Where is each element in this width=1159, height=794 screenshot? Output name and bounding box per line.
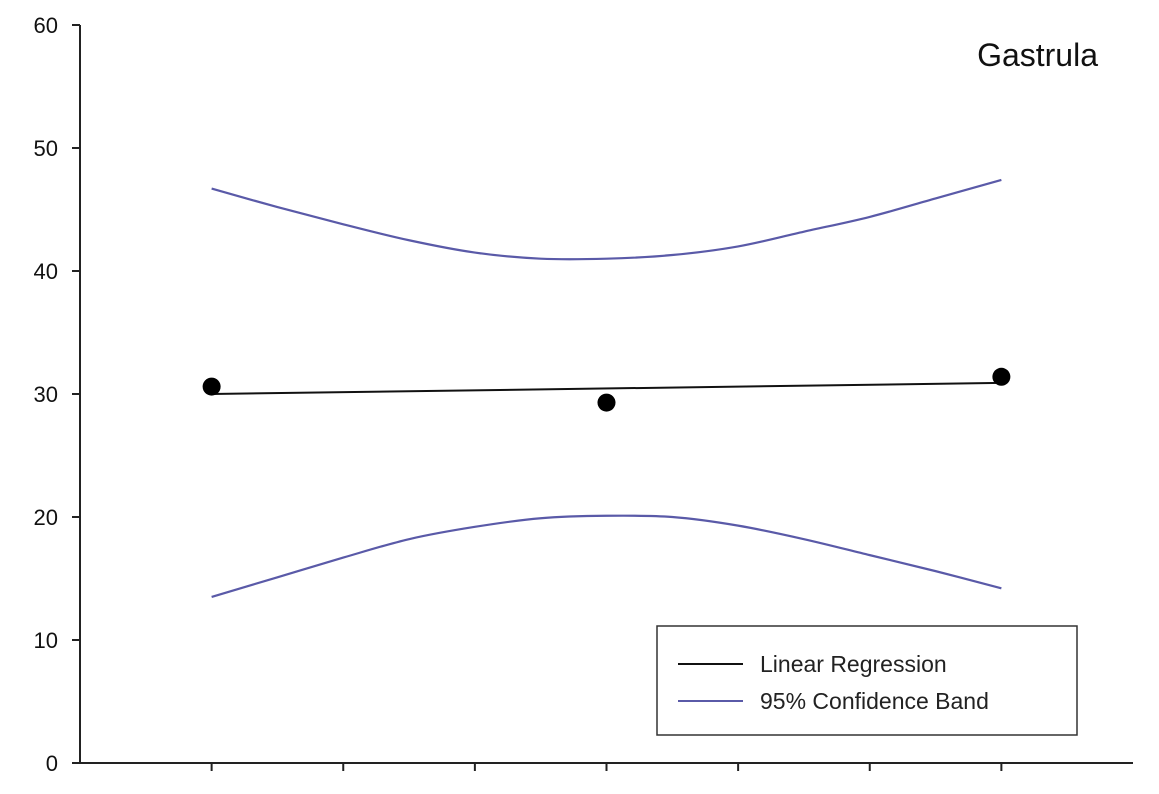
y-tick-label-0: 0 xyxy=(46,751,58,776)
y-tick-label-40: 40 xyxy=(34,259,58,284)
legend: Linear Regression 95% Confidence Band xyxy=(656,625,1078,736)
x-ticks xyxy=(210,763,1003,771)
regression-line-group xyxy=(211,381,1002,395)
y-ticks: 0 10 20 30 40 50 60 xyxy=(34,13,80,776)
confidence-bands xyxy=(211,178,1002,599)
data-point-2 xyxy=(597,393,616,412)
y-tick-label-20: 20 xyxy=(34,505,58,530)
data-point-3 xyxy=(992,367,1011,386)
legend-box xyxy=(656,625,1078,736)
legend-label-regression: Linear Regression xyxy=(760,651,947,677)
y-tick-label-50: 50 xyxy=(34,136,58,161)
legend-label-confidence: 95% Confidence Band xyxy=(760,688,989,714)
data-points xyxy=(202,367,1011,412)
y-tick-label-10: 10 xyxy=(34,628,58,653)
chart-title: Gastrula xyxy=(977,37,1098,73)
upper-confidence-band xyxy=(211,178,1002,261)
data-point-1 xyxy=(202,377,221,396)
y-tick-label-30: 30 xyxy=(34,382,58,407)
y-tick-label-60: 60 xyxy=(34,13,58,38)
regression-line xyxy=(211,381,1002,395)
lower-confidence-band xyxy=(211,514,1002,599)
